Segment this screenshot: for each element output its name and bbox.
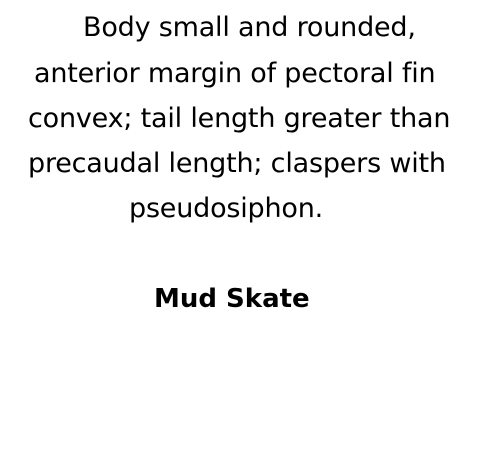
- description-line: pseudosiphon.: [129, 193, 324, 224]
- description-line: precaudal length; claspers with: [28, 148, 446, 179]
- description-line: convex; tail length greater than: [28, 103, 451, 134]
- description-line: Body small and rounded,: [83, 12, 416, 43]
- description-line: anterior margin of pectoral fin: [34, 58, 436, 89]
- species-name: Mud Skate: [154, 284, 310, 314]
